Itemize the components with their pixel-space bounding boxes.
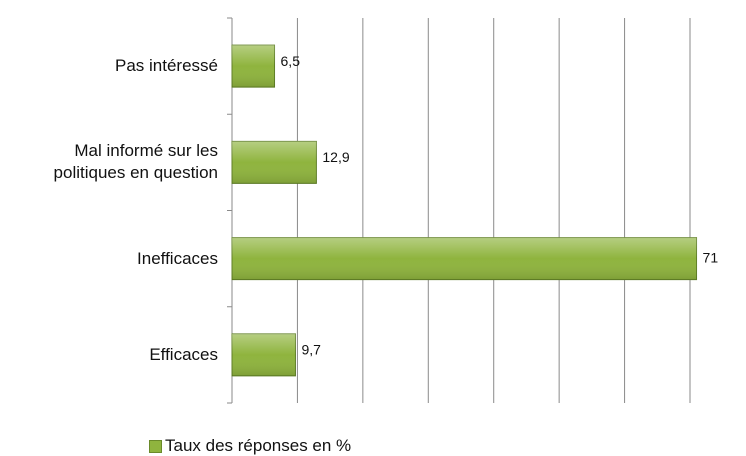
value-label: 6,5 bbox=[281, 53, 301, 69]
bar-shine bbox=[232, 141, 317, 184]
value-label: 9,7 bbox=[301, 342, 321, 358]
bar-shine bbox=[232, 333, 296, 376]
value-label: 71 bbox=[703, 249, 719, 265]
y-tick-label: Mal informé sur les politiques en questi… bbox=[53, 141, 218, 183]
legend-label: Taux des réponses en % bbox=[165, 436, 352, 455]
legend: Taux des réponses en % bbox=[149, 436, 351, 456]
legend-swatch bbox=[149, 439, 162, 453]
y-tick-label: Inefficaces bbox=[137, 248, 218, 268]
bar-shine bbox=[232, 45, 275, 88]
bar-shine bbox=[232, 237, 697, 280]
y-tick-label: Efficaces bbox=[149, 344, 218, 364]
y-tick-label: Pas intéressé bbox=[115, 56, 218, 76]
value-label: 12,9 bbox=[322, 149, 349, 165]
